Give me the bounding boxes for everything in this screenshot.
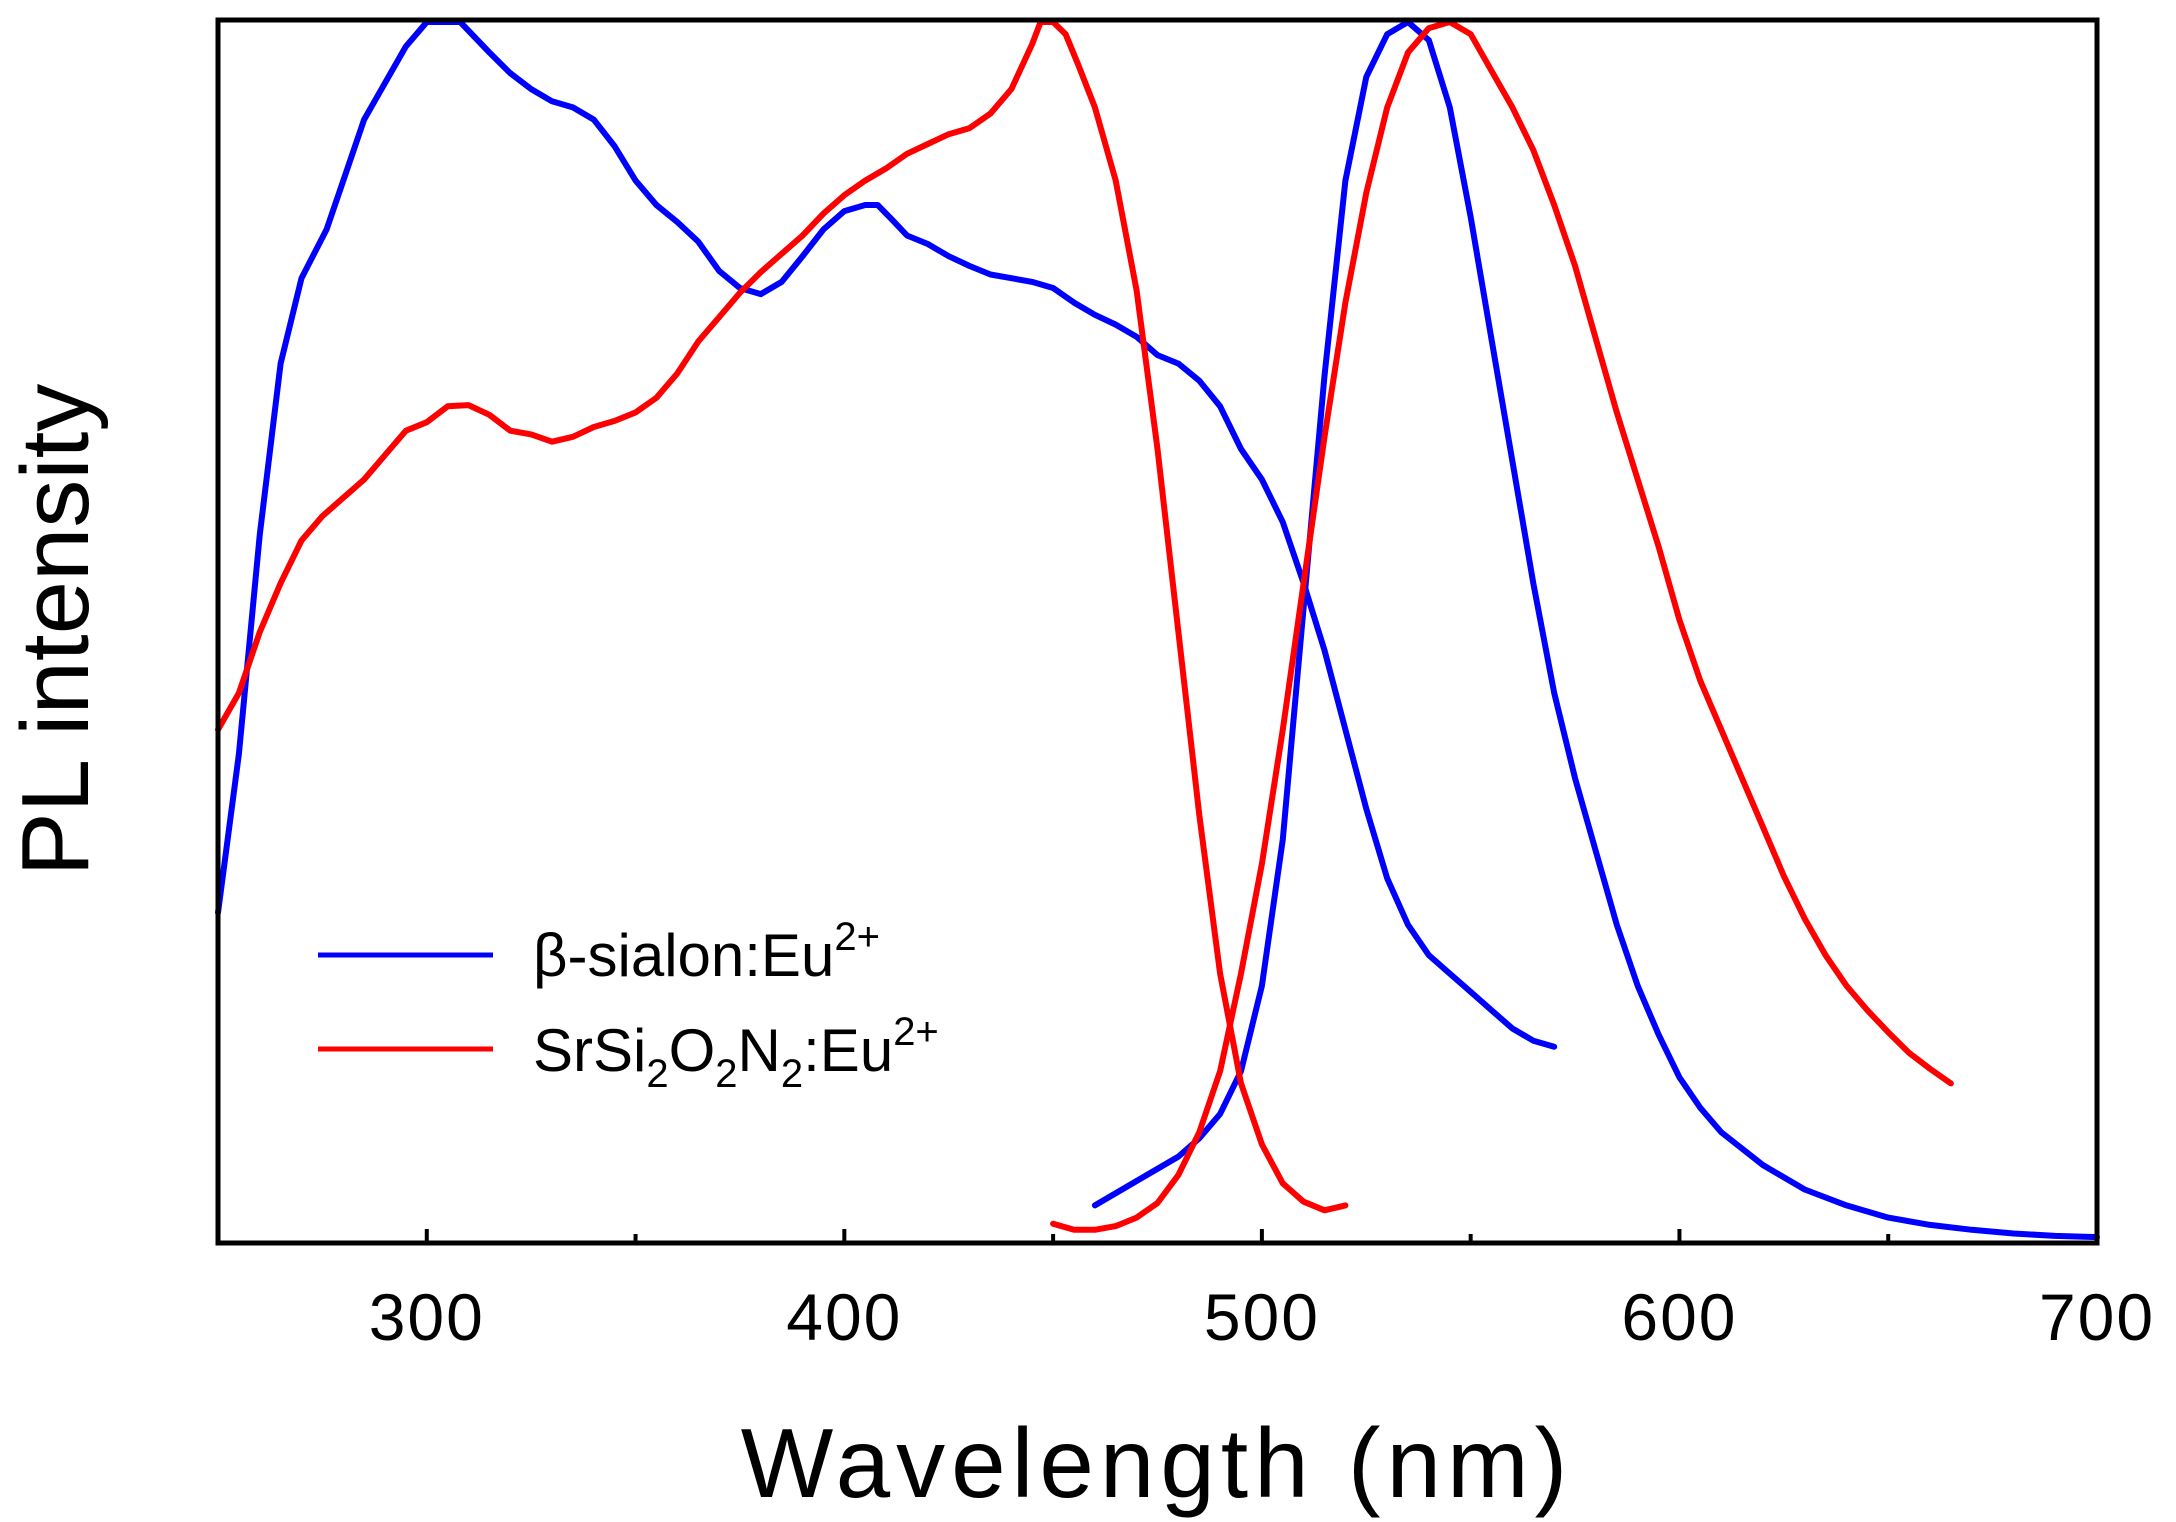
x-tick-label-300: 300 [369, 1280, 485, 1354]
legend: β-sialon:Eu2+ SrSi2O2N2:Eu2+ [318, 915, 939, 1096]
curve-blue_em [1091, 19, 2100, 1241]
legend-label-srsi2o2n2: SrSi2O2N2:Eu2+ [533, 1010, 939, 1096]
x-tick-label-400: 400 [786, 1280, 902, 1354]
x-axis-title: Wavelength (nm) [741, 1408, 1574, 1518]
x-axis-ticks [424, 1229, 2099, 1243]
curve-blue_exc [215, 19, 1558, 1050]
series-curves [215, 19, 2100, 1241]
curve-red_em [1050, 19, 1954, 1233]
x-tick-label-700: 700 [2039, 1280, 2155, 1354]
x-axis-tick-labels: 300 400 500 600 700 [369, 1280, 2155, 1354]
x-tick-label-500: 500 [1204, 1280, 1320, 1354]
x-tick-label-600: 600 [1621, 1280, 1737, 1354]
plot-frame [215, 17, 2100, 1246]
y-axis-title: PL intensity [2, 384, 109, 877]
curve-red_exc [215, 19, 1349, 1214]
legend-label-beta-sialon: β-sialon:Eu2+ [533, 915, 880, 989]
